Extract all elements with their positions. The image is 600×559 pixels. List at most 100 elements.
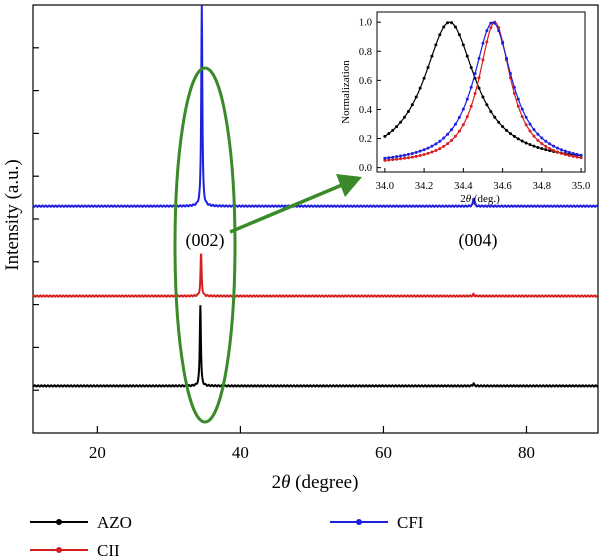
inset-point-cfi-6: [395, 155, 399, 159]
legend-marker-cfi: [356, 519, 362, 525]
main-series-line-cii: [32, 253, 599, 298]
inset-point-azo-60: [501, 125, 505, 129]
inset-point-cii-86: [552, 148, 556, 152]
inset-point-azo-24: [430, 54, 434, 58]
inset-point-cfi-74: [528, 122, 532, 126]
inset-point-cii-100: [579, 156, 583, 160]
inset-point-cfi-38: [457, 115, 461, 119]
zoom-arrowhead: [336, 174, 362, 197]
inset-point-azo-80: [540, 147, 544, 151]
inset-x-axis-label-var: θ: [466, 193, 472, 205]
inset-point-cii-0: [383, 158, 387, 162]
inset-point-azo-4: [391, 128, 395, 132]
inset-point-cii-48: [477, 76, 481, 80]
inset-plot-frame: [376, 11, 586, 173]
inset-point-cii-88: [556, 150, 560, 154]
inset-point-cii-4: [391, 158, 395, 162]
inset-point-cfi-28: [438, 139, 442, 143]
inset-point-cfi-72: [524, 115, 528, 119]
inset-x-tick-label-3: 34.6: [493, 181, 511, 192]
inset-point-cfi-26: [434, 142, 438, 146]
inset-point-cii-66: [512, 91, 516, 95]
inset-point-cii-70: [520, 115, 524, 119]
inset-background: [375, 10, 587, 186]
inset-ticks: 34.0 34.2 34.4 34.6 34.8 35.0 0.0 0.2 0.4 0.6 0.8 1…: [359, 18, 590, 192]
inset-point-cii-68: [516, 104, 520, 108]
inset-point-cii-44: [469, 104, 473, 108]
inset-point-azo-44: [469, 65, 473, 69]
inset-point-cfi-42: [465, 97, 469, 101]
inset-y-axis-label: Normalization: [340, 60, 352, 124]
inset-point-cii-54: [489, 26, 493, 30]
inset-point-cfi-0: [383, 156, 387, 160]
inset-point-cfi-68: [516, 97, 520, 101]
inset-point-azo-30: [442, 25, 446, 29]
inset-y-tick-label-4: 0.8: [359, 47, 372, 58]
inset-point-cfi-62: [505, 56, 509, 60]
inset-point-cfi-10: [402, 153, 406, 157]
inset-point-azo-78: [536, 145, 540, 149]
inset-point-azo-16: [414, 95, 418, 99]
inset-point-cii-2: [387, 158, 391, 162]
inset-point-cii-82: [544, 144, 548, 148]
inset-point-cfi-14: [410, 151, 414, 155]
inset-point-cfi-24: [430, 144, 434, 148]
inset-point-cfi-50: [481, 41, 485, 45]
inset-point-azo-48: [477, 86, 481, 90]
inset-point-cii-12: [406, 156, 410, 160]
inset-point-cfi-46: [473, 72, 477, 75]
inset-point-azo-12: [406, 109, 410, 113]
inset-point-cii-18: [418, 154, 422, 157]
inset-point-cii-32: [446, 142, 450, 146]
main-x-axis-label: 2θ (degree): [272, 472, 359, 493]
inset-x-axis-label-prefix: 2: [460, 193, 466, 205]
legend-item-cii: CII: [30, 541, 120, 559]
main-series-line-cfi: [32, 5, 599, 208]
inset-point-cii-36: [453, 134, 457, 138]
inset-point-azo-82: [544, 148, 548, 152]
inset-point-azo-54: [489, 109, 493, 113]
inset-point-azo-14: [410, 103, 414, 107]
inset-point-cii-6: [395, 157, 399, 161]
inset-series-group: [383, 20, 583, 162]
inset-point-azo-64: [508, 132, 512, 136]
inset-point-cfi-98: [575, 152, 579, 156]
legend-label-cfi: CFI: [397, 513, 424, 532]
legend-item-cfi: CFI: [330, 513, 424, 532]
inset-point-cii-28: [438, 147, 442, 151]
inset-point-azo-18: [418, 86, 422, 90]
legend-label-cii: CII: [97, 541, 120, 559]
inset-point-cii-52: [485, 40, 489, 44]
legend-marker-azo: [56, 519, 62, 525]
inset-point-cii-90: [559, 151, 563, 155]
inset-point-cii-50: [481, 58, 485, 62]
main-x-tick-label-80: 80: [518, 443, 535, 462]
inset-y-tick-label-0: 0.0: [359, 163, 372, 174]
inset-point-azo-52: [485, 103, 489, 107]
main-series-group: [32, 5, 599, 388]
inset-point-azo-42: [465, 54, 469, 58]
inset-x-tick-label-4: 34.8: [533, 181, 551, 192]
inset-point-cfi-12: [406, 152, 410, 156]
inset-point-cii-74: [528, 129, 532, 133]
inset-point-cfi-86: [552, 144, 556, 148]
inset-point-cfi-18: [418, 149, 422, 153]
inset-point-cii-72: [524, 123, 528, 127]
inset-point-cfi-44: [469, 85, 473, 89]
inset-y-tick-label-2: 0.4: [359, 105, 373, 116]
legend-label-azo: AZO: [97, 513, 132, 532]
main-y-ticks: [33, 47, 39, 391]
inset-y-tick-label-3: 0.6: [359, 76, 372, 87]
inset-point-azo-66: [512, 134, 516, 138]
peak-label-002: (002): [186, 230, 225, 251]
legend-item-azo: AZO: [30, 513, 132, 532]
inset-point-azo-70: [520, 139, 524, 143]
main-x-tick-label-60: 60: [375, 443, 392, 462]
inset-point-cii-38: [457, 129, 461, 133]
inset-point-azo-68: [516, 137, 520, 141]
inset-x-tick-label-2: 34.4: [454, 181, 473, 192]
inset-point-cii-78: [536, 138, 540, 142]
inset-point-cfi-20: [422, 148, 426, 152]
inset-point-cii-94: [567, 154, 571, 157]
inset-point-cfi-8: [399, 154, 403, 158]
